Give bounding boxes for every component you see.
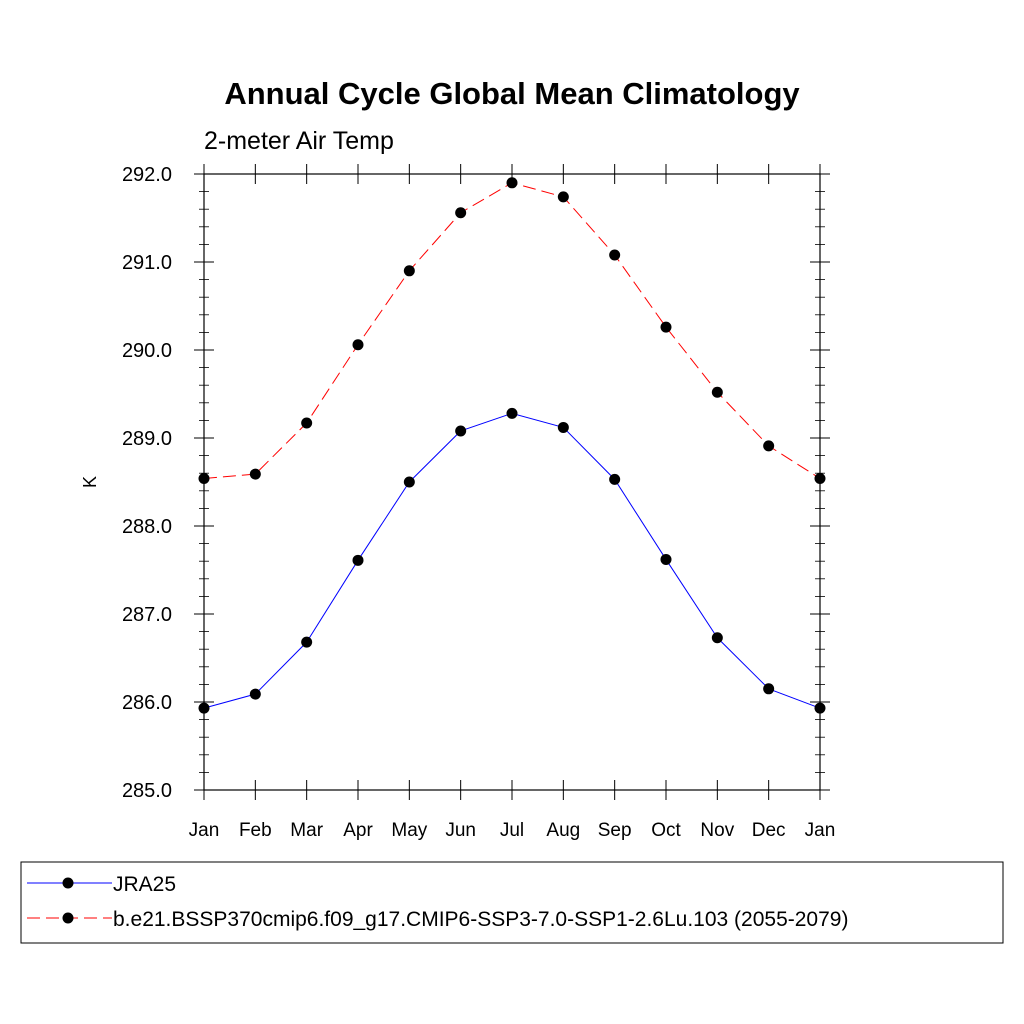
series-2-point (506, 177, 518, 189)
series-1-point (711, 632, 723, 644)
series-1-point (455, 425, 467, 437)
x-tick-label: Jun (445, 820, 476, 841)
x-tick-label: Apr (343, 820, 373, 841)
series-1-point (763, 683, 775, 695)
series-2-point (763, 440, 775, 452)
x-tick-label: Dec (752, 820, 786, 841)
series-line-1 (203, 412, 821, 709)
x-tick-label: Mar (290, 820, 323, 841)
series-layer (198, 177, 826, 714)
x-tick-label: Feb (239, 820, 272, 841)
series-2-point (403, 265, 415, 277)
series-2-point (557, 191, 569, 203)
series-2-point (352, 339, 364, 351)
series-1-point (814, 702, 826, 714)
series-2-point (198, 472, 210, 484)
y-tick-label: 290.0 (122, 340, 172, 362)
series-1-point (506, 407, 518, 419)
series-line-2 (203, 182, 821, 479)
chart-subtitle: 2-meter Air Temp (204, 127, 394, 155)
series-1-point (352, 554, 364, 566)
legend-box (20, 861, 1004, 944)
series-1-point (403, 476, 415, 488)
series-2-point (609, 249, 621, 261)
series-1-point (557, 421, 569, 433)
series-1-point (609, 473, 621, 485)
x-tick-label: Sep (598, 820, 632, 841)
y-tick-label: 285.0 (122, 780, 172, 802)
y-tick-label: 292.0 (122, 164, 172, 186)
plot-frame (203, 173, 821, 791)
legend-label-1: JRA25 (113, 873, 176, 896)
y-tick-label: 289.0 (122, 428, 172, 450)
legend-marker-1 (62, 877, 74, 889)
x-tick-label: Nov (700, 820, 734, 841)
x-tick-label: Jul (500, 820, 524, 841)
y-tick-label: 288.0 (122, 516, 172, 538)
x-tick-label: Jan (805, 820, 836, 841)
x-tick-label: Oct (651, 820, 681, 841)
y-tick-label: 286.0 (122, 692, 172, 714)
series-2-point (249, 468, 261, 480)
series-1-point (198, 702, 210, 714)
series-2-point (814, 472, 826, 484)
axis-ticks: 285.0 286.0 287.0 288.0 289.0 290.0 291.0 292.0… (122, 164, 835, 841)
y-axis-label: K (80, 476, 100, 488)
y-tick-label: 287.0 (122, 604, 172, 626)
series-1-point (660, 553, 672, 565)
x-tick-label: May (391, 820, 427, 841)
y-tick-label: 291.0 (122, 252, 172, 274)
series-1-point (301, 636, 313, 648)
x-tick-label: Aug (546, 820, 580, 841)
series-1-point (249, 688, 261, 700)
legend: JRA25 b.e21.BSSP370cmip6.f09_g17.CMIP6-SS… (20, 861, 1004, 944)
series-2-point (660, 321, 672, 333)
series-2-point (455, 207, 467, 219)
chart-title: Annual Cycle Global Mean Climatology (224, 76, 800, 111)
series-2-point (301, 417, 313, 429)
legend-marker-2 (62, 912, 74, 924)
series-2-point (711, 386, 723, 398)
x-tick-label: Jan (189, 820, 220, 841)
legend-label-2: b.e21.BSSP370cmip6.f09_g17.CMIP6-SSP3-7.… (113, 908, 848, 931)
